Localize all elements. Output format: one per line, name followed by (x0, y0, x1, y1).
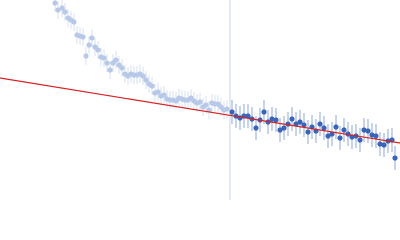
point (101, 55, 107, 61)
point (143, 77, 149, 83)
point (229, 109, 235, 115)
point (224, 106, 230, 112)
point (281, 125, 287, 131)
point (52, 0, 58, 6)
point (86, 42, 92, 48)
point (62, 9, 68, 15)
point (369, 132, 375, 138)
point (245, 113, 251, 119)
point (373, 133, 379, 139)
point (325, 133, 331, 139)
point (261, 109, 267, 115)
point (365, 128, 371, 134)
point (104, 60, 110, 66)
point (273, 117, 279, 123)
point (107, 67, 113, 73)
point (269, 116, 275, 122)
point (59, 5, 65, 11)
point (113, 57, 119, 63)
point (392, 155, 398, 161)
chart (0, 0, 400, 200)
point (149, 83, 155, 89)
point (377, 141, 383, 147)
point (357, 137, 363, 143)
point (297, 119, 303, 125)
point (71, 19, 77, 25)
point (95, 47, 101, 53)
point (289, 116, 295, 122)
point (197, 99, 203, 105)
point (277, 127, 283, 133)
point (317, 121, 323, 127)
point (381, 142, 387, 148)
point (305, 129, 311, 135)
point (80, 34, 86, 40)
point (337, 135, 343, 141)
point (55, 7, 61, 13)
point (253, 125, 259, 131)
point (89, 35, 95, 41)
point (301, 122, 307, 128)
fit-line (0, 77, 400, 144)
point (341, 127, 347, 133)
point (333, 124, 339, 130)
point (161, 92, 167, 98)
point (361, 127, 367, 133)
point (83, 53, 89, 59)
point (321, 125, 327, 131)
point (119, 65, 125, 71)
page: {"chart_data": {"type": "scatter", "xlim… (0, 0, 400, 200)
point (155, 89, 161, 95)
point (203, 102, 209, 108)
point (140, 73, 146, 79)
